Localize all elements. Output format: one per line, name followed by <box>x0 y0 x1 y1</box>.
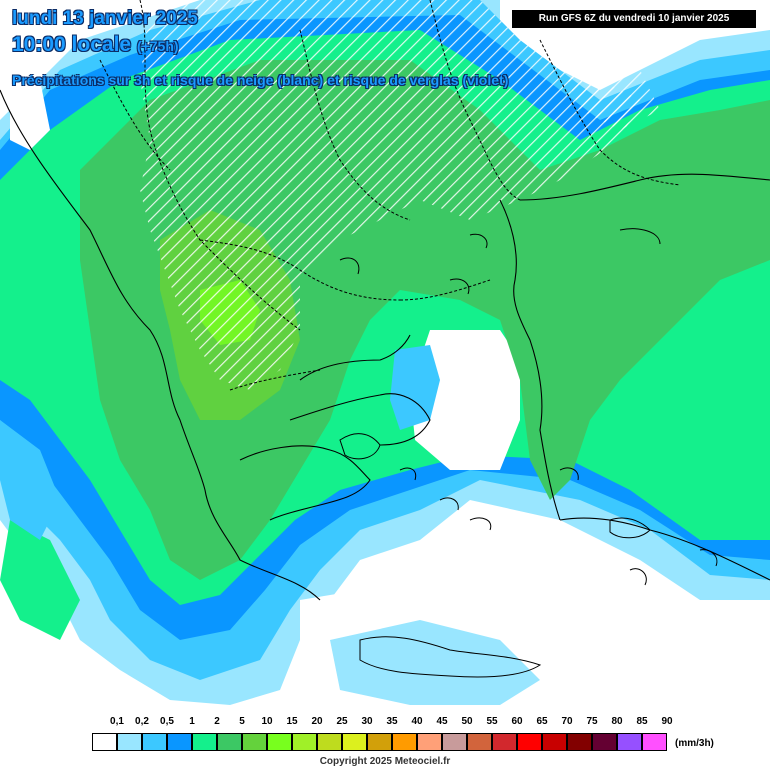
legend-label: 10 <box>261 716 273 727</box>
coastlines <box>0 89 770 601</box>
precip-gap <box>0 80 580 712</box>
legend-label: 0,2 <box>135 716 149 727</box>
run-info-badge: Run GFS 6Z du vendredi 10 janvier 2025 <box>512 10 756 28</box>
legend-swatch <box>267 733 292 751</box>
legend-label: 25 <box>336 716 348 727</box>
legend-swatch <box>242 733 267 751</box>
legend-label: 5 <box>239 716 245 727</box>
forecast-lead-time: (+75h) <box>136 38 179 54</box>
legend-label: 40 <box>411 716 423 727</box>
legend-swatch <box>117 733 142 751</box>
legend-label: 80 <box>611 716 623 727</box>
legend-label: 90 <box>661 716 673 727</box>
snow-risk-hatch <box>140 0 660 390</box>
legend-swatch <box>592 733 617 751</box>
precip-legend: (mm/3h) 0,1 0,2 0,5 1 2 5 10 15 20 25 30 35 40 45 50 55… <box>92 716 732 766</box>
legend-unit: (mm/3h) <box>675 738 714 749</box>
legend-label: 45 <box>436 716 448 727</box>
legend-label: 50 <box>461 716 473 727</box>
legend-swatch <box>567 733 592 751</box>
legend-label: 15 <box>286 716 298 727</box>
map-subtitle: Précipitations sur 3h et risque de neige… <box>12 72 509 88</box>
legend-label: 1 <box>189 716 195 727</box>
legend-swatch <box>617 733 642 751</box>
legend-label: 85 <box>636 716 648 727</box>
forecast-time: 10:00 locale (+75h) <box>12 33 179 57</box>
legend-label: 55 <box>486 716 498 727</box>
legend-label: 60 <box>511 716 523 727</box>
legend-swatch <box>442 733 467 751</box>
legend-swatch <box>217 733 242 751</box>
forecast-time-main: 10:00 locale <box>12 33 132 56</box>
legend-label: 35 <box>386 716 398 727</box>
legend-swatch <box>192 733 217 751</box>
legend-label: 70 <box>561 716 573 727</box>
legend-swatch <box>417 733 442 751</box>
legend-label: 0,5 <box>160 716 174 727</box>
borders <box>99 0 681 391</box>
legend-swatch <box>367 733 392 751</box>
legend-swatch <box>167 733 192 751</box>
legend-label: 20 <box>311 716 323 727</box>
legend-label: 75 <box>586 716 598 727</box>
legend-swatch <box>342 733 367 751</box>
copyright: Copyright 2025 Meteociel.fr <box>319 756 451 767</box>
legend-label: 2 <box>214 716 220 727</box>
legend-swatch <box>542 733 567 751</box>
legend-swatch <box>292 733 317 751</box>
legend-swatch <box>142 733 167 751</box>
legend-swatch <box>492 733 517 751</box>
islands <box>339 228 718 678</box>
legend-swatch <box>92 733 117 751</box>
legend-label: 0,1 <box>110 716 124 727</box>
legend-label: 30 <box>361 716 373 727</box>
legend-label: 65 <box>536 716 548 727</box>
legend-swatch <box>517 733 542 751</box>
legend-swatch <box>392 733 417 751</box>
legend-swatch <box>317 733 342 751</box>
legend-swatch <box>467 733 492 751</box>
forecast-date: lundi 13 janvier 2025 <box>12 8 198 29</box>
legend-swatch <box>642 733 667 751</box>
